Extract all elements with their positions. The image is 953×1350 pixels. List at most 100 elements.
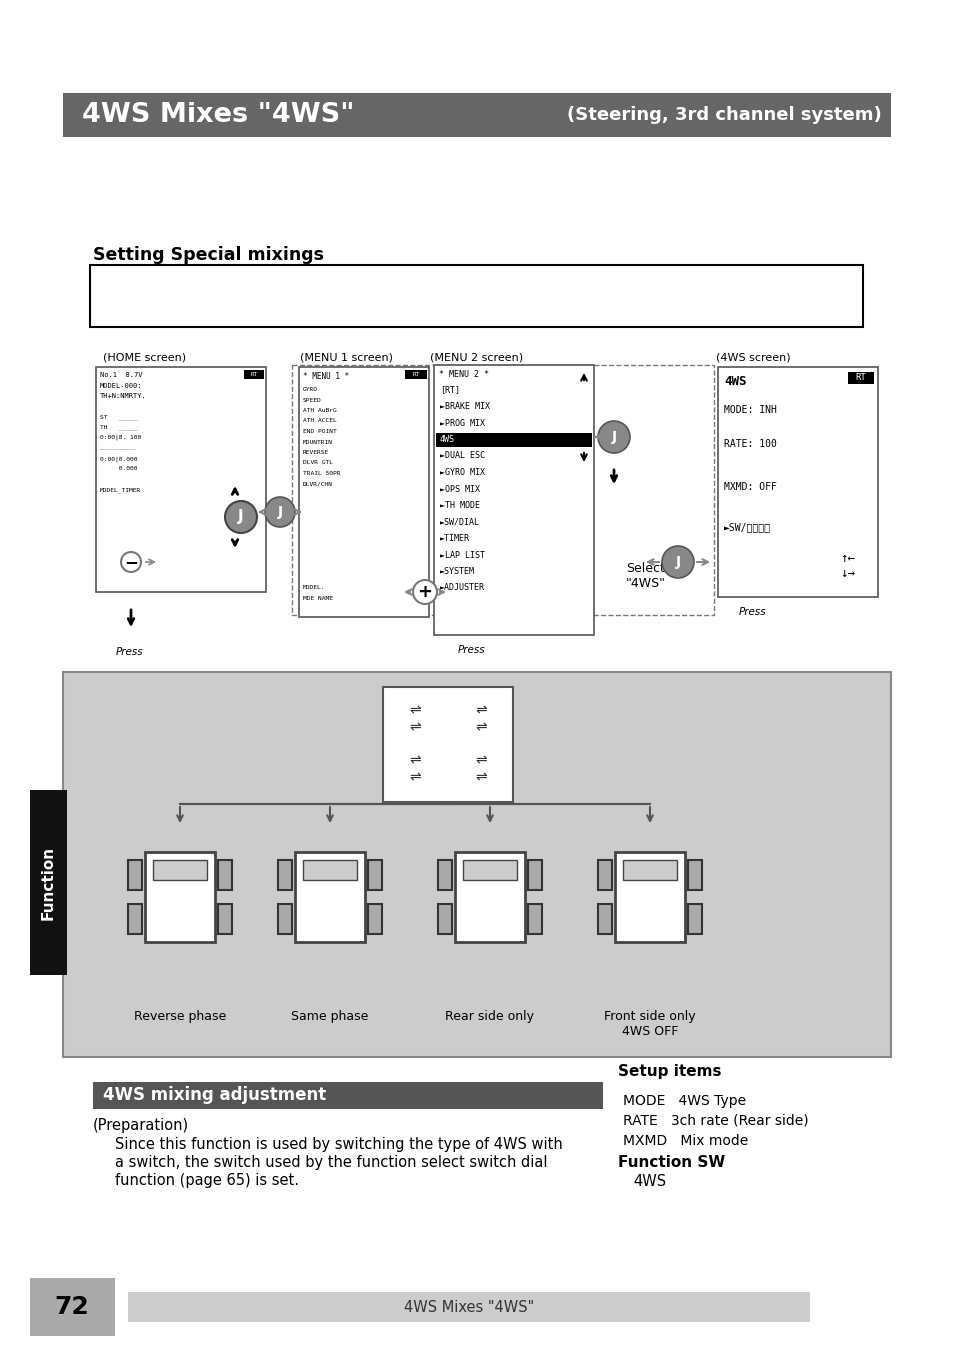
Text: MODEL.: MODEL. bbox=[303, 585, 325, 590]
Bar bbox=[615, 852, 684, 942]
Bar bbox=[218, 860, 232, 890]
Text: Setting Special mixings: Setting Special mixings bbox=[92, 246, 324, 265]
Text: ⇌
⇌: ⇌ ⇌ bbox=[475, 753, 486, 784]
Bar bbox=[368, 860, 381, 890]
Text: +: + bbox=[417, 583, 432, 601]
Text: GYRO: GYRO bbox=[303, 387, 317, 392]
Text: ►OPS MIX: ►OPS MIX bbox=[439, 485, 479, 494]
Bar bbox=[382, 687, 513, 802]
Text: SPEED: SPEED bbox=[303, 397, 321, 402]
Bar bbox=[277, 860, 292, 890]
Text: TRAIL 50PR: TRAIL 50PR bbox=[303, 471, 340, 477]
Text: Function: Function bbox=[40, 845, 55, 919]
Bar bbox=[527, 904, 541, 934]
Text: ►SW/DIAL: ►SW/DIAL bbox=[439, 517, 479, 526]
Bar bbox=[244, 370, 264, 379]
Bar bbox=[687, 860, 701, 890]
Text: ST   _____: ST _____ bbox=[100, 414, 137, 420]
Bar bbox=[92, 1081, 602, 1108]
Bar bbox=[63, 93, 890, 136]
Text: 4WS: 4WS bbox=[723, 375, 745, 387]
Text: ►PROG MIX: ►PROG MIX bbox=[439, 418, 484, 428]
Bar bbox=[145, 852, 214, 942]
Text: MXMD: OFF: MXMD: OFF bbox=[723, 482, 776, 491]
Text: 4WS Mixes "4WS": 4WS Mixes "4WS" bbox=[403, 1300, 534, 1315]
Text: 0:00|0.000: 0:00|0.000 bbox=[100, 456, 141, 462]
Text: ►TH MODE: ►TH MODE bbox=[439, 501, 479, 510]
Text: ►SW/ダイヤル: ►SW/ダイヤル bbox=[723, 522, 770, 532]
Text: ⇌
⇌: ⇌ ⇌ bbox=[409, 753, 420, 784]
Text: Setup items: Setup items bbox=[618, 1064, 720, 1079]
Text: MODE   4WS Type: MODE 4WS Type bbox=[622, 1094, 745, 1108]
Bar bbox=[434, 364, 594, 634]
Text: (Preparation): (Preparation) bbox=[92, 1118, 189, 1133]
Bar bbox=[527, 860, 541, 890]
Text: 72: 72 bbox=[54, 1295, 90, 1319]
Bar bbox=[622, 860, 677, 880]
Text: −: − bbox=[124, 554, 138, 571]
Text: MODEL-000:: MODEL-000: bbox=[100, 382, 142, 389]
Bar bbox=[298, 367, 429, 617]
Text: ►DUAL ESC: ►DUAL ESC bbox=[439, 451, 484, 460]
Text: No.1  8.7V: No.1 8.7V bbox=[100, 373, 142, 378]
Text: ⇌
⇌: ⇌ ⇌ bbox=[409, 703, 420, 734]
Bar bbox=[128, 1292, 809, 1322]
Text: 4WS: 4WS bbox=[439, 435, 455, 444]
Text: a switch, the switch used by the function select switch dial: a switch, the switch used by the functio… bbox=[115, 1156, 547, 1170]
Text: J: J bbox=[611, 431, 616, 444]
Text: Reverse phase: Reverse phase bbox=[133, 1010, 226, 1023]
Bar bbox=[437, 904, 452, 934]
Bar bbox=[277, 904, 292, 934]
Text: (MENU 1 screen): (MENU 1 screen) bbox=[299, 352, 393, 362]
Bar bbox=[30, 1278, 115, 1336]
Bar bbox=[30, 790, 67, 975]
Text: RATE: 100: RATE: 100 bbox=[723, 439, 776, 450]
Bar bbox=[462, 860, 517, 880]
Bar bbox=[455, 852, 524, 942]
Text: 0.000: 0.000 bbox=[100, 467, 141, 471]
Text: J: J bbox=[238, 509, 244, 525]
Text: TH   _____: TH _____ bbox=[100, 424, 137, 431]
Text: Press: Press bbox=[457, 645, 485, 655]
Text: MOUNTRIN: MOUNTRIN bbox=[303, 440, 333, 444]
Text: function (page 65) is set.: function (page 65) is set. bbox=[115, 1173, 298, 1188]
Bar bbox=[152, 860, 207, 880]
Text: Rear side only: Rear side only bbox=[445, 1010, 534, 1023]
Text: MXMD   Mix mode: MXMD Mix mode bbox=[622, 1134, 747, 1148]
Bar bbox=[847, 373, 873, 383]
Bar bbox=[292, 364, 713, 616]
Text: ↑←
↓→: ↑← ↓→ bbox=[840, 552, 855, 580]
Circle shape bbox=[225, 501, 256, 533]
Text: ►BRAKE MIX: ►BRAKE MIX bbox=[439, 402, 490, 410]
Bar bbox=[718, 367, 877, 597]
Text: Same phase: Same phase bbox=[291, 1010, 368, 1023]
Circle shape bbox=[413, 580, 436, 603]
Text: ⇌
⇌: ⇌ ⇌ bbox=[475, 703, 486, 734]
Text: ►TIMER: ►TIMER bbox=[439, 535, 470, 543]
Text: [RT]: [RT] bbox=[439, 386, 459, 394]
Bar bbox=[598, 860, 612, 890]
Text: ►SYSTEM: ►SYSTEM bbox=[439, 567, 475, 576]
Text: (4WS screen): (4WS screen) bbox=[716, 352, 790, 362]
Text: ATH AuBrG: ATH AuBrG bbox=[303, 408, 336, 413]
Text: 4WS: 4WS bbox=[633, 1174, 665, 1189]
Bar bbox=[128, 860, 142, 890]
Text: ►GYRO MIX: ►GYRO MIX bbox=[439, 468, 484, 477]
Text: Function SW: Function SW bbox=[618, 1156, 724, 1170]
Text: TH+N:NMRTY.: TH+N:NMRTY. bbox=[100, 393, 147, 400]
Text: REVERSE: REVERSE bbox=[303, 450, 329, 455]
Bar bbox=[90, 265, 862, 327]
Bar bbox=[294, 852, 365, 942]
Bar bbox=[303, 860, 356, 880]
Text: RT: RT bbox=[412, 373, 419, 377]
Bar bbox=[687, 904, 701, 934]
Text: 4WS Mixes "4WS": 4WS Mixes "4WS" bbox=[82, 103, 355, 128]
Text: MODEL_TIMER: MODEL_TIMER bbox=[100, 487, 141, 493]
Bar bbox=[218, 904, 232, 934]
Circle shape bbox=[598, 421, 629, 454]
Bar bbox=[63, 672, 890, 1057]
Bar bbox=[128, 904, 142, 934]
Bar bbox=[405, 370, 427, 379]
Text: DLVR GTL: DLVR GTL bbox=[303, 460, 333, 466]
Bar bbox=[598, 904, 612, 934]
